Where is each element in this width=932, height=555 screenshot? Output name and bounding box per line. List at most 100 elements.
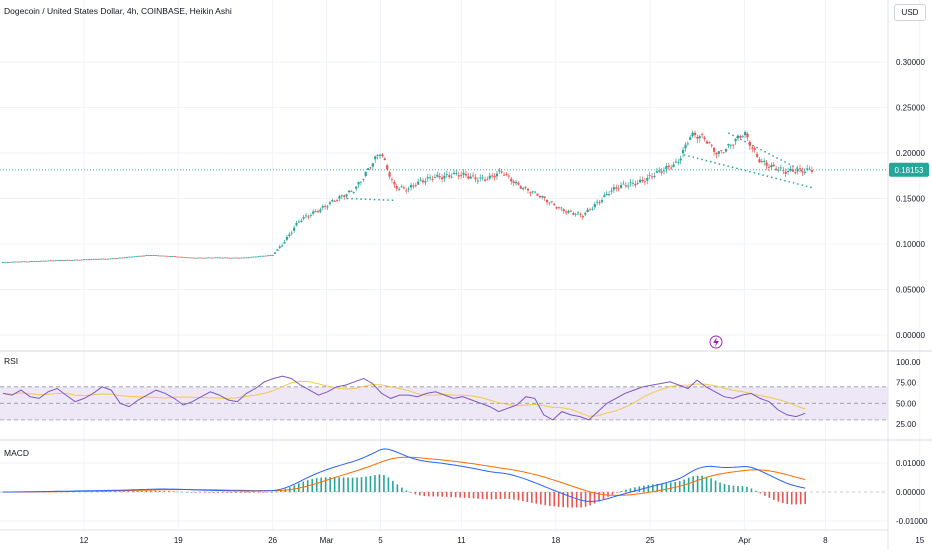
candle-body	[445, 174, 448, 175]
macd-hist-bar	[647, 484, 650, 492]
candle-body	[6, 262, 9, 263]
candle-body	[712, 147, 716, 152]
macd-hist-bar	[495, 492, 497, 500]
candle-body	[183, 257, 186, 258]
candle-body	[751, 147, 754, 149]
candle-body	[35, 261, 38, 263]
macd-hist-bar	[217, 492, 219, 493]
candle-body	[114, 258, 117, 260]
macd-hist-bar	[472, 492, 475, 499]
candle-body	[219, 257, 222, 259]
candle-body	[75, 259, 79, 261]
candle-body	[648, 175, 651, 177]
macd-hist-bar	[423, 492, 426, 497]
candle-body	[168, 256, 172, 257]
candle-body	[419, 179, 422, 181]
macd-hist-bar	[786, 492, 789, 504]
candle-body	[622, 183, 625, 185]
candle-body	[486, 179, 489, 181]
candle-body	[753, 148, 756, 150]
candle-body	[209, 257, 212, 259]
candle-body	[147, 255, 150, 256]
macd-hist-bar	[625, 489, 627, 492]
candle-body	[715, 152, 718, 155]
macd-hist-bar	[553, 492, 556, 507]
candle-body	[729, 144, 732, 146]
macd-hist-bar	[132, 491, 134, 492]
macd-hist-bar	[795, 492, 798, 505]
candle-body	[273, 252, 277, 254]
candle-body	[770, 165, 773, 168]
time-tick-label: Mar	[320, 536, 334, 545]
candle-body	[350, 190, 353, 192]
macd-hist-bar	[414, 492, 417, 495]
macd-hist-bar	[454, 492, 457, 498]
candle-body	[693, 132, 697, 135]
time-tick-label: 25	[646, 536, 655, 545]
candle-body	[116, 258, 119, 259]
time-tick-label: 8	[823, 536, 828, 545]
last-price-marker: 0.18153	[0, 162, 929, 177]
candle-body	[717, 151, 720, 154]
rsi-tick-label: 25.00	[896, 420, 917, 429]
alert-icon[interactable]	[709, 335, 723, 349]
candle-body	[393, 181, 396, 185]
macd-hist-bar	[176, 491, 179, 493]
macd-hist-bar	[683, 479, 685, 492]
macd-hist-bar	[634, 487, 636, 492]
candle-body	[667, 165, 670, 167]
candle-body	[214, 257, 217, 259]
candle-body	[555, 207, 558, 209]
macd-hist-bar	[781, 492, 784, 503]
candle-body	[369, 167, 372, 169]
candle-body	[109, 258, 112, 260]
candle-body	[180, 256, 184, 258]
time-tick-label: 11	[457, 536, 466, 545]
macd-hist-bar	[804, 492, 806, 504]
candle-body	[553, 203, 556, 206]
candle-body	[247, 257, 250, 259]
macd-hist-bar	[96, 491, 98, 492]
price-tick-label: 0.20000	[896, 149, 925, 158]
candle-body	[653, 175, 656, 177]
macd-hist-bar	[320, 477, 322, 492]
candle-body	[216, 257, 219, 259]
candle-body	[624, 185, 627, 187]
candle-body	[383, 158, 386, 161]
candle-body	[335, 200, 339, 201]
macd-hist-bar	[432, 492, 435, 497]
macd-hist-bar	[123, 491, 125, 492]
candle-body	[615, 187, 618, 189]
candle-body	[319, 209, 322, 212]
macd-hist-bar	[701, 475, 703, 492]
candle-body	[655, 171, 658, 173]
candle-body	[307, 216, 310, 218]
candle-body	[68, 259, 71, 261]
macd-hist-bar	[714, 480, 717, 492]
macd-hist-bar	[687, 477, 690, 492]
time-tick-label: 26	[268, 536, 277, 545]
macd-hist-bar	[324, 477, 327, 492]
candle-body	[748, 141, 751, 146]
macd-hist-bar	[477, 492, 479, 499]
candle-body	[541, 195, 544, 198]
candle-body	[796, 169, 799, 172]
macd-hist-bar	[221, 492, 224, 493]
currency-button[interactable]: USD	[894, 4, 926, 21]
candle-body	[133, 256, 136, 258]
candle-body	[278, 246, 281, 248]
candle-body	[498, 170, 501, 172]
candle-body	[226, 257, 229, 259]
macd-hist-bar	[669, 482, 672, 492]
candle-body	[123, 257, 126, 259]
macd-hist-bar	[315, 478, 318, 492]
candle-body	[426, 177, 429, 179]
candle-body	[512, 181, 515, 184]
candle-body	[417, 181, 420, 185]
macd-hist-bar	[652, 484, 654, 492]
macd-hist-bar	[154, 490, 157, 492]
macd-hist-bar	[230, 492, 233, 493]
macd-hist-bar	[392, 480, 394, 492]
